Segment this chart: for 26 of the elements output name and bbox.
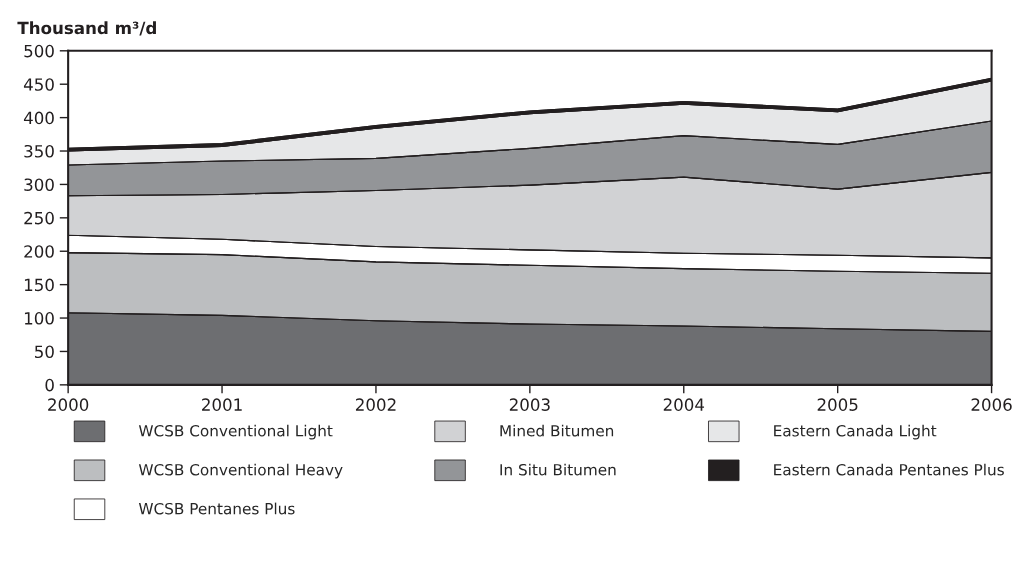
y-tick-label: 0 bbox=[45, 378, 54, 392]
x-tick-label: 2004 bbox=[663, 398, 705, 411]
x-tick-label: 2006 bbox=[971, 398, 1012, 411]
legend-label: Mined Bitumen bbox=[500, 424, 614, 437]
x-tick-label: 2005 bbox=[817, 398, 858, 411]
y-tick-label: 250 bbox=[24, 211, 54, 225]
legend-label: WCSB Pentanes Plus bbox=[138, 502, 295, 515]
y-tick-label: 350 bbox=[24, 144, 54, 158]
legend-label: Eastern Canada Pentanes Plus bbox=[774, 463, 1004, 476]
y-tick-label: 150 bbox=[24, 278, 54, 292]
legend-label: WCSB Conventional Light bbox=[138, 424, 333, 440]
y-axis-title: Thousand m³/d bbox=[17, 21, 156, 36]
x-tick-label: 2002 bbox=[355, 398, 396, 411]
y-tick-label: 50 bbox=[35, 345, 54, 359]
y-tick-label: 400 bbox=[23, 111, 54, 125]
x-tick-label: 2000 bbox=[48, 398, 89, 411]
y-tick-label: 200 bbox=[24, 245, 54, 258]
legend-label: In Situ Bitumen bbox=[500, 463, 616, 476]
legend-label: Eastern Canada Light bbox=[774, 424, 937, 440]
x-tick-label: 2003 bbox=[509, 398, 550, 411]
legend-label: WCSB Conventional Heavy bbox=[138, 463, 343, 479]
y-tick-label: 300 bbox=[24, 178, 54, 191]
y-tick-label: 450 bbox=[23, 78, 54, 91]
x-tick-label: 2001 bbox=[202, 398, 242, 411]
y-tick-label: 100 bbox=[24, 312, 54, 325]
y-tick-label: 500 bbox=[24, 44, 54, 58]
